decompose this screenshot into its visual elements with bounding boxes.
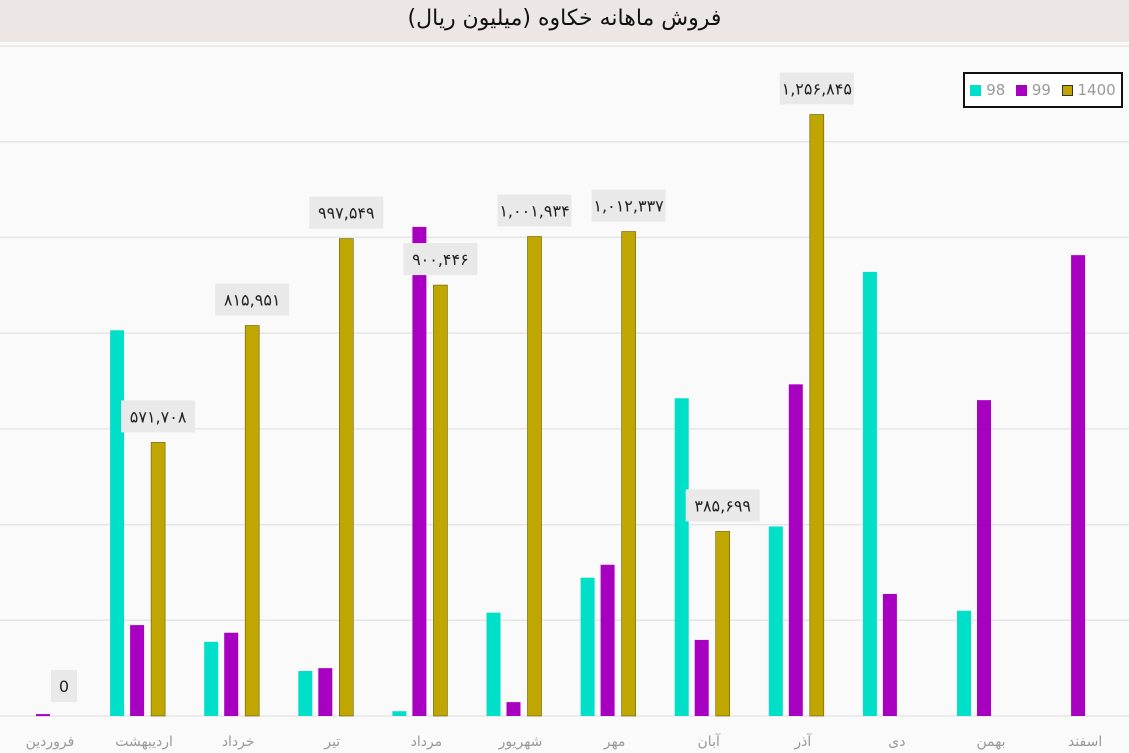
bar-99: [412, 226, 427, 716]
data-label-box: [121, 400, 196, 433]
legend-item-99: 99: [1015, 81, 1051, 99]
bar-1400: [527, 236, 542, 717]
x-tick-label: شهریور: [498, 734, 543, 750]
legend-label: 98: [986, 81, 1006, 99]
data-label-box: [779, 72, 854, 105]
bar-99: [1071, 255, 1086, 716]
bar-98: [862, 271, 877, 716]
x-tick-label: فروردین: [26, 734, 75, 750]
bar-99: [977, 400, 991, 716]
x-tick-label: تیر: [323, 734, 340, 750]
x-tick-label: دی: [888, 734, 905, 750]
legend-item-1400: 1400: [1061, 81, 1116, 99]
bar-98: [392, 711, 407, 716]
bar-98: [957, 610, 971, 716]
bar-98: [768, 526, 783, 716]
data-label: ۵۷۱,۷۰۸: [130, 407, 187, 426]
bar-99: [506, 702, 521, 716]
bar-1400: [150, 442, 166, 717]
x-tick-label: بهمن: [976, 734, 1005, 750]
bar-99: [600, 564, 615, 716]
data-label-box: [591, 189, 666, 222]
chart-title: فروش ماهانه خکاوه (میلیون ریال): [0, 0, 1129, 42]
bar-99: [694, 639, 709, 716]
bar-1400: [715, 531, 731, 717]
x-tick-label: مرداد: [411, 734, 443, 750]
bar-1400: [338, 238, 354, 717]
legend: 98 99 1400: [963, 72, 1123, 108]
bar-1400: [244, 325, 260, 717]
bar-98: [204, 641, 219, 716]
data-label-box: [215, 283, 290, 316]
legend-swatch: [1061, 84, 1073, 96]
x-tick-label: اردیبهشت: [115, 734, 173, 750]
bar-98: [110, 330, 125, 716]
bar-1400: [809, 114, 825, 717]
legend-item-98: 98: [970, 81, 1005, 99]
bar-98: [674, 398, 689, 716]
x-tick-label: آذر: [793, 733, 812, 750]
legend-label: 1400: [1077, 81, 1116, 99]
x-tick-label: اسفند: [1068, 734, 1102, 750]
data-label: ۹۰۰,۴۴۶: [412, 250, 469, 269]
data-label: ۸۱۵,۹۵۱: [224, 291, 281, 310]
x-tick-label: خرداد: [222, 734, 255, 750]
bar-99: [788, 384, 803, 716]
bar-99: [882, 593, 897, 716]
bar-99: [36, 714, 50, 717]
data-label: ۱,۰۱۲,۳۳۷: [593, 197, 664, 216]
bar-1400: [433, 284, 448, 717]
legend-swatch: [1015, 84, 1027, 96]
bar-99: [224, 632, 239, 716]
legend-swatch: [970, 84, 982, 96]
x-tick-label: آبان: [698, 733, 721, 750]
data-label: ۱,۰۰۱,۹۳۴: [499, 202, 569, 221]
bar-98: [298, 671, 313, 716]
x-tick-label: مهر: [603, 734, 626, 750]
data-label: 0: [59, 677, 69, 696]
bar-1400: [621, 231, 636, 717]
data-label-box: [403, 243, 478, 276]
data-label-box: [51, 670, 77, 702]
data-label-box: [685, 489, 760, 522]
bar-98: [486, 612, 501, 716]
data-label: ۳۸۵,۶۹۹: [694, 496, 751, 515]
data-label: ۹۹۷,۵۴۹: [318, 204, 375, 223]
data-label: ۱,۲۵۶,۸۴۵: [782, 80, 852, 99]
legend-label: 99: [1031, 81, 1051, 99]
data-label-box: [309, 196, 384, 229]
bar-99: [130, 625, 145, 716]
bar-98: [580, 577, 595, 716]
bar-99: [318, 668, 333, 716]
data-label-box: [497, 194, 572, 227]
